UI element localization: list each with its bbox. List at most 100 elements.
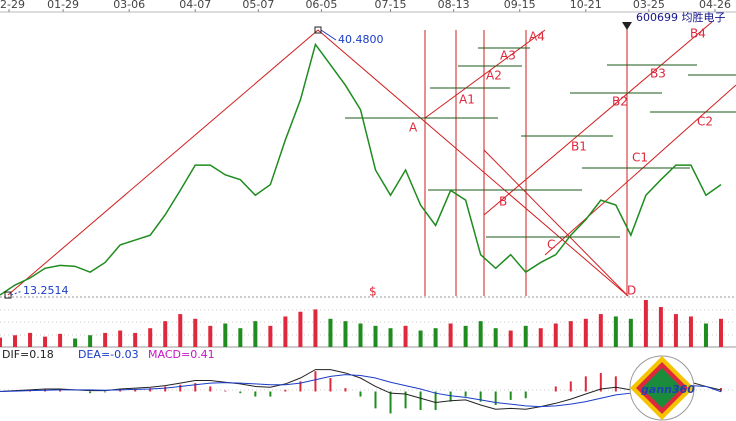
x-tick-label: 03-25 [633, 0, 665, 11]
annotation: A [409, 121, 418, 135]
x-tick-label: 06-05 [305, 0, 337, 11]
fan-line [424, 29, 546, 119]
dea-line [0, 374, 722, 408]
volume-bar [193, 318, 198, 347]
price-line [0, 42, 722, 296]
annotation: B3 [650, 67, 666, 81]
volume-bar [343, 321, 348, 347]
annotation: C2 [697, 115, 713, 129]
fan-line [483, 149, 629, 297]
annotation: B [499, 195, 507, 209]
volume-bar [103, 332, 108, 347]
dea-label: DEA=-0.03 [78, 348, 139, 361]
x-tick-label: 04-07 [179, 0, 211, 11]
low-label: 13.2514 [23, 284, 69, 297]
volume-bar [433, 328, 438, 347]
volume-bar [118, 330, 123, 347]
volume-bar [628, 318, 633, 347]
volume-bar [718, 318, 723, 347]
trend-line [7, 29, 319, 296]
high-pointer [320, 29, 337, 41]
annotation: C1 [632, 151, 648, 165]
volume-bar [613, 316, 618, 347]
volume-bar [88, 335, 93, 347]
volume-bar [658, 307, 663, 347]
annotation: D [627, 284, 636, 298]
logo-text: gann360 [641, 383, 695, 396]
volume-bar [13, 335, 18, 347]
volume-bar [598, 314, 603, 347]
volume-bar [583, 318, 588, 347]
volume-bar [403, 325, 408, 347]
annotation: B2 [612, 95, 628, 109]
volume-bar [133, 332, 138, 347]
volume-bar [283, 316, 288, 347]
chart-title: 600699 均胜电子 [636, 10, 726, 24]
volume-bar [418, 330, 423, 347]
volume-bar [148, 328, 153, 347]
volume-bar [373, 325, 378, 347]
volume-bar [253, 321, 258, 347]
arrow [622, 22, 632, 30]
fan-line [544, 84, 736, 256]
volume-bar [0, 337, 2, 347]
dif-line [0, 369, 722, 410]
volume-bar [673, 314, 678, 347]
volume-bar [28, 332, 33, 347]
volume-bar [58, 333, 63, 347]
low-pointer [10, 290, 23, 296]
x-tick-label: 04-26 [699, 0, 731, 11]
dif-label: DIF=0.18 [2, 348, 54, 361]
volume-bar [688, 316, 693, 347]
volume-bar [223, 323, 228, 347]
annotation: A1 [459, 93, 475, 107]
x-tick-label: 01-29 [47, 0, 79, 11]
annotation: A4 [529, 30, 545, 44]
annotation: B1 [571, 140, 587, 154]
volume-bar [478, 321, 483, 347]
x-tick-label: 10-21 [570, 0, 602, 11]
volume-bar [493, 328, 498, 347]
annotation: A3 [500, 49, 516, 63]
logo-shape [642, 368, 682, 408]
volume-bar [463, 325, 468, 347]
volume-bar [568, 321, 573, 347]
volume-bar [703, 323, 708, 347]
annotation: B4 [690, 27, 706, 41]
gann-lines [7, 21, 736, 297]
volume-bar [43, 336, 48, 347]
volume-bar [523, 325, 528, 347]
volume-bar [643, 300, 648, 347]
volume-bar [238, 328, 243, 347]
volume-bar [208, 325, 213, 347]
volume-bar [298, 311, 303, 347]
x-tick-label: 03-06 [113, 0, 145, 11]
fan-line [483, 21, 713, 216]
x-tick-label: 07-15 [375, 0, 407, 11]
x-tick-label: 05-07 [242, 0, 274, 11]
x-tick-label: 08-13 [438, 0, 470, 11]
macd-label: MACD=0.41 [148, 348, 215, 361]
volume-bar [508, 330, 513, 347]
annotation: A2 [486, 69, 502, 83]
trend-line [317, 29, 629, 297]
volume-bar [538, 328, 543, 347]
volume-bar [163, 321, 168, 347]
annotation: C [547, 238, 555, 252]
data-layer: 12-29 01-29 03-06 04-07 05-07 06-05 07-15 08-13… [0, 0, 731, 414]
high-label: 40.4800 [338, 33, 384, 46]
x-tick-label: 12-29 [0, 0, 25, 11]
x-tick-label: 09-15 [504, 0, 536, 11]
volume-bar [448, 323, 453, 347]
volume-bar [73, 338, 78, 347]
volume-bar [313, 309, 318, 347]
volume-bar [553, 323, 558, 347]
volume-bar [358, 323, 363, 347]
volume-bar [268, 325, 273, 347]
volume-bar [328, 318, 333, 347]
volume-bar [388, 328, 393, 347]
logo: gann360 [629, 355, 695, 421]
